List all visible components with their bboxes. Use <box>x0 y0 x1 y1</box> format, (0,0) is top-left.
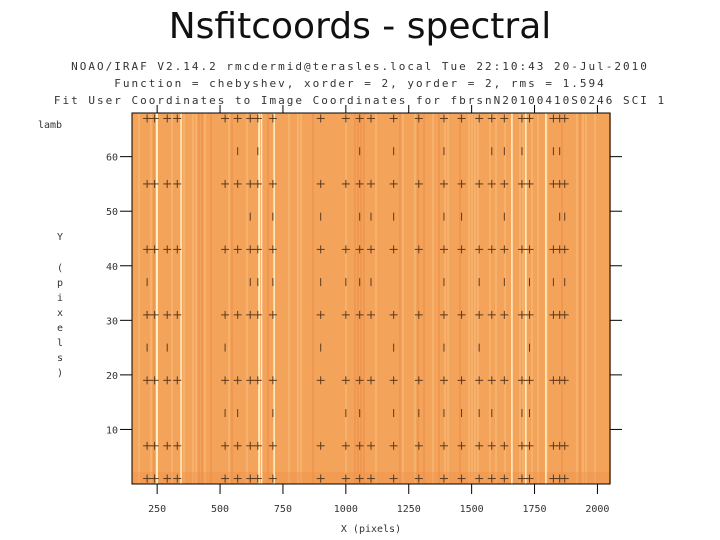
image-stripe <box>414 113 416 484</box>
emission-lines <box>155 113 547 484</box>
slide-title: Nsfitcoords - spectral <box>168 6 552 47</box>
image-stripe <box>546 113 548 484</box>
image-stripe <box>150 113 152 484</box>
image-stripe <box>153 113 155 484</box>
y-tick-label: 50 <box>106 207 118 218</box>
image-stripe <box>582 113 584 484</box>
image-stripe <box>267 113 269 484</box>
image-stripe <box>477 113 479 484</box>
image-stripe <box>357 113 359 484</box>
image-stripe <box>183 113 185 484</box>
x-tick-label: 1000 <box>334 504 358 515</box>
y-axis-label: Y ( pixels) <box>57 232 63 379</box>
image-stripe <box>447 113 449 484</box>
image-stripe <box>231 113 233 484</box>
fit-markers <box>143 114 569 483</box>
y-axis-label-char: e <box>57 323 63 334</box>
y-tick-label: 30 <box>106 316 118 327</box>
x-tick-label: 750 <box>274 504 292 515</box>
y-axis-label-char: p <box>57 278 63 289</box>
image-stripe <box>576 113 578 484</box>
image-stripe <box>531 113 533 484</box>
image-stripe <box>459 113 461 484</box>
image-stripe <box>417 113 419 484</box>
plot-header-line-2: Function = chebyshev, xorder = 2, yorder… <box>114 77 606 90</box>
x-tick-label: 1500 <box>460 504 484 515</box>
image-stripe <box>489 113 491 484</box>
image-stripe <box>561 113 563 484</box>
y-axis-label-char: ( <box>57 263 63 274</box>
z-axis-label: lamb <box>38 120 62 131</box>
axes: 250 500 750 1000 1250 1500 1750 2000 10 20 30 40 50 6… <box>106 105 622 515</box>
y-axis-label-char: i <box>57 293 63 304</box>
image-stripe <box>474 113 476 484</box>
image-stripe <box>444 113 446 484</box>
image-stripe <box>204 113 206 484</box>
image-stripe <box>312 113 314 484</box>
image-stripe <box>246 113 248 484</box>
image-stripe <box>171 113 173 484</box>
image-stripe <box>399 113 401 484</box>
image-background <box>132 113 611 484</box>
image-stripe <box>504 113 506 484</box>
image-stripe <box>537 113 539 484</box>
y-axis-label-char: ) <box>57 368 63 379</box>
image-stripe <box>402 113 404 484</box>
image-stripe <box>375 113 377 484</box>
image-stripe <box>138 113 140 484</box>
image-stripe <box>468 113 470 484</box>
plot-header-line-1: NOAO/IRAF V2.14.2 rmcdermid@terasles.loc… <box>71 60 649 73</box>
image-stripe <box>297 113 299 484</box>
x-tick-label: 250 <box>148 504 166 515</box>
image-stripe <box>579 113 581 484</box>
y-axis-label-char: Y <box>57 232 63 243</box>
image-stripe <box>192 113 194 484</box>
image-stripe <box>228 113 230 484</box>
image-stripe <box>195 113 197 484</box>
y-axis-label-char: x <box>57 308 63 319</box>
image-stripe <box>594 113 596 484</box>
image-stripe <box>495 113 497 484</box>
y-tick-label: 20 <box>106 371 118 382</box>
image-stripe <box>432 113 434 484</box>
image-stripe <box>288 113 290 484</box>
image-stripe <box>360 113 362 484</box>
image-stripe <box>438 113 440 484</box>
image-stripe <box>300 113 302 484</box>
y-tick-label: 40 <box>106 262 118 273</box>
x-axis-label: X (pixels) <box>341 524 401 535</box>
x-tick-label: 500 <box>211 504 229 515</box>
image-stripe <box>201 113 203 484</box>
y-axis-label-char: s <box>57 353 63 364</box>
plot-frame <box>131 112 611 485</box>
image-stripe <box>363 113 365 484</box>
plot-header-line-3: Fit User Coordinates to Image Coordinate… <box>53 94 667 107</box>
image-stripe <box>354 113 356 484</box>
image-stripe <box>522 113 524 484</box>
image-stripe <box>423 113 425 484</box>
image-stripe <box>471 113 473 484</box>
y-tick-label: 10 <box>106 425 118 436</box>
x-tick-label: 2000 <box>585 504 609 515</box>
image-stripe <box>345 113 347 484</box>
image-stripe <box>585 113 587 484</box>
y-axis-label-char: l <box>57 338 63 349</box>
y-tick-label: 60 <box>106 153 118 164</box>
image-stripe <box>198 113 200 484</box>
image-stripe <box>210 113 212 484</box>
image-stripe <box>519 113 521 484</box>
x-tick-label: 1250 <box>397 504 421 515</box>
x-tick-label: 1750 <box>522 504 546 515</box>
